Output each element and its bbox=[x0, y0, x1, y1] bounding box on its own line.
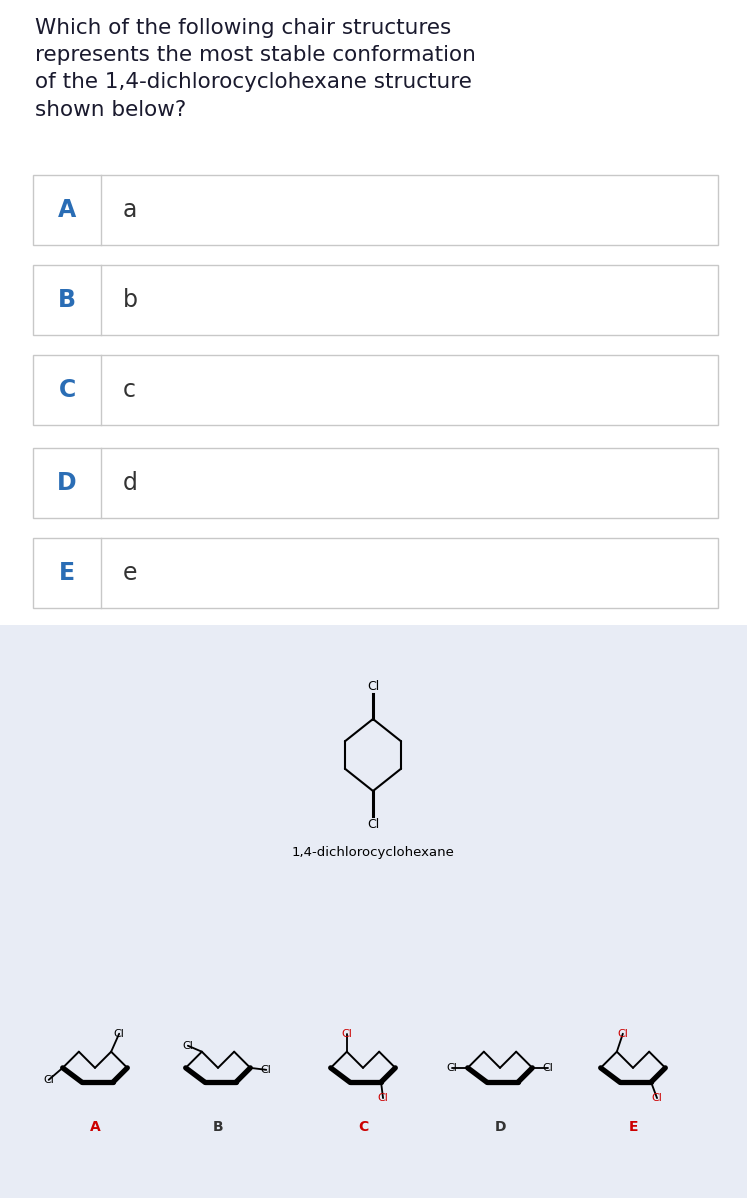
Text: Cl: Cl bbox=[543, 1063, 554, 1073]
Text: Which of the following chair structures
represents the most stable conformation
: Which of the following chair structures … bbox=[35, 18, 476, 120]
Text: A: A bbox=[90, 1120, 100, 1134]
Bar bbox=[33, 355, 718, 425]
Text: Cl: Cl bbox=[367, 679, 379, 692]
Bar bbox=[33, 538, 718, 608]
Bar bbox=[33, 448, 718, 518]
Text: C: C bbox=[58, 378, 75, 402]
Text: Cl: Cl bbox=[114, 1028, 125, 1039]
Text: c: c bbox=[123, 378, 136, 402]
Bar bbox=[33, 265, 718, 335]
Text: E: E bbox=[628, 1120, 638, 1134]
Text: Cl: Cl bbox=[446, 1063, 457, 1073]
Text: d: d bbox=[123, 470, 138, 494]
Text: Cl: Cl bbox=[618, 1028, 628, 1039]
Text: b: b bbox=[123, 288, 138, 312]
Text: Cl: Cl bbox=[182, 1040, 193, 1051]
Text: a: a bbox=[123, 198, 137, 222]
Text: Cl: Cl bbox=[341, 1028, 353, 1039]
Text: D: D bbox=[58, 470, 77, 494]
Text: Cl: Cl bbox=[651, 1093, 663, 1103]
Text: 1,4-dichlorocyclohexane: 1,4-dichlorocyclohexane bbox=[291, 846, 454, 859]
Bar bbox=[33, 175, 718, 245]
Text: Cl: Cl bbox=[261, 1064, 272, 1075]
Text: B: B bbox=[58, 288, 76, 312]
Bar bbox=[0, 625, 747, 1198]
Text: E: E bbox=[59, 560, 75, 584]
Text: Cl: Cl bbox=[43, 1075, 54, 1085]
Text: D: D bbox=[495, 1120, 506, 1134]
Text: A: A bbox=[58, 198, 76, 222]
Text: B: B bbox=[213, 1120, 223, 1134]
Text: Cl: Cl bbox=[378, 1093, 388, 1103]
Text: C: C bbox=[358, 1120, 368, 1134]
Text: e: e bbox=[123, 560, 137, 584]
Text: Cl: Cl bbox=[367, 817, 379, 830]
